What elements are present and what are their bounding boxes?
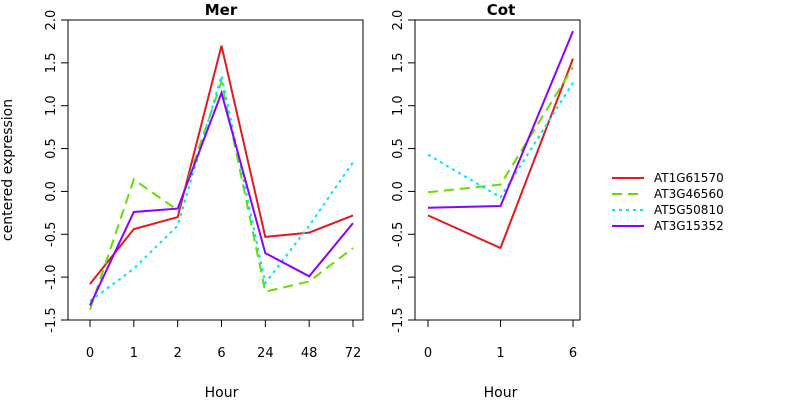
x-tick-label: 6 xyxy=(569,346,577,361)
panel-title: Cot xyxy=(487,1,515,19)
x-tick-label: 24 xyxy=(257,346,274,361)
y-tick-label: 0.0 xyxy=(391,181,406,202)
x-axis-label: Hour xyxy=(205,385,239,400)
x-tick-label: 1 xyxy=(496,346,504,361)
legend-label: AT1G61570 xyxy=(654,171,724,185)
series-line-at3g15352 xyxy=(89,89,354,306)
y-tick-label: 2.0 xyxy=(44,10,59,31)
legend-label: AT5G50810 xyxy=(654,203,724,217)
y-tick-label: 0.0 xyxy=(44,181,59,202)
series-line-at5g50810 xyxy=(89,75,354,302)
y-tick-label: 0.5 xyxy=(44,138,59,159)
panel-title: Mer xyxy=(205,1,238,19)
y-tick-label: 1.0 xyxy=(391,95,406,116)
panel-mer: Mer -1.5 -1.0 -0.5 0.0 0.5 1.0 1.5 2.0 0 1 2 6 24 48 72… xyxy=(0,1,364,400)
x-tick-label: 48 xyxy=(301,346,318,361)
y-tick-label: 1.0 xyxy=(44,95,59,116)
x-tick-label: 72 xyxy=(345,346,362,361)
legend-label: AT3G15352 xyxy=(654,219,724,233)
y-tick-label: 2.0 xyxy=(391,10,406,31)
panel-cot: Cot -1.5 -1.0 -0.5 0.0 0.5 1.0 1.5 2.0 0 1 6 Hour xyxy=(391,1,581,400)
y-tick-label: 1.5 xyxy=(44,53,59,74)
y-axis-label: centered expression xyxy=(0,99,16,241)
y-tick-label: -0.5 xyxy=(391,222,406,247)
x-tick-label: 0 xyxy=(86,346,94,361)
series-line-at3g46560 xyxy=(89,77,354,311)
x-tick-label: 0 xyxy=(424,346,432,361)
series-line-at1g61570 xyxy=(89,45,354,285)
y-tick-label: 0.5 xyxy=(391,138,406,159)
series-line-at5g50810 xyxy=(427,82,574,199)
series-line-at3g15352 xyxy=(427,30,574,209)
y-tick-label: -1.0 xyxy=(391,264,406,289)
legend: AT1G61570 AT3G46560 AT5G50810 AT3G15352 xyxy=(612,171,724,233)
plot-frame xyxy=(67,19,364,321)
x-tick-label: 1 xyxy=(130,346,138,361)
y-tick-label: -0.5 xyxy=(44,222,59,247)
legend-label: AT3G46560 xyxy=(654,187,724,201)
y-tick-label: -1.5 xyxy=(44,307,59,332)
x-tick-label: 2 xyxy=(174,346,182,361)
x-tick-label: 6 xyxy=(217,346,225,361)
plot-frame xyxy=(414,19,581,321)
y-tick-label: 1.5 xyxy=(391,53,406,74)
y-tick-label: -1.0 xyxy=(44,264,59,289)
series-line-at1g61570 xyxy=(427,58,574,250)
series-line-at3g46560 xyxy=(427,66,574,194)
x-axis-label: Hour xyxy=(484,385,518,400)
y-tick-label: -1.5 xyxy=(391,307,406,332)
